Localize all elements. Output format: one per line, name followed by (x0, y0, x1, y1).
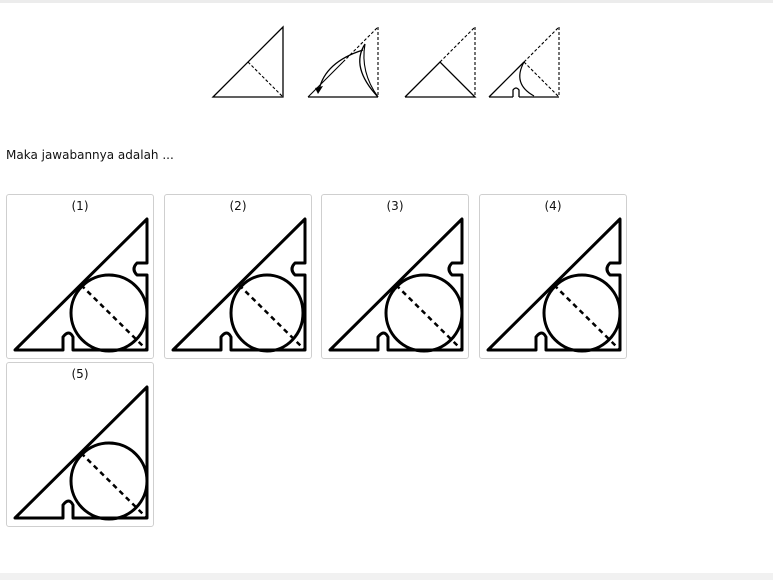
option-label: (1) (71, 199, 89, 213)
option-label: (2) (229, 199, 247, 213)
fold-step-4-icon (488, 26, 560, 98)
option-label: (5) (71, 367, 89, 381)
option-label: (3) (386, 199, 404, 213)
answer-option-1[interactable]: (1) (6, 194, 154, 359)
top-bar (0, 0, 773, 3)
fold-step-1-icon (211, 25, 284, 98)
answer-option-5[interactable]: (5) (6, 362, 154, 527)
fold-step-2-icon (307, 26, 379, 98)
answer-option-2[interactable]: (2) (164, 194, 312, 359)
answer-option-3[interactable]: (3) (321, 194, 469, 359)
fold-step-3-icon (404, 26, 477, 98)
fold-sequence (210, 22, 570, 100)
folded-triangle-figure-icon (486, 217, 622, 353)
folded-triangle-figure-icon (328, 217, 464, 353)
answer-option-4[interactable]: (4) (479, 194, 627, 359)
folded-triangle-figure-icon (13, 385, 149, 521)
bottom-bar (0, 573, 773, 580)
folded-triangle-figure-icon (13, 217, 149, 353)
question-prompt: Maka jawabannya adalah ... (6, 148, 174, 162)
option-label: (4) (544, 199, 562, 213)
folded-triangle-figure-icon (171, 217, 307, 353)
